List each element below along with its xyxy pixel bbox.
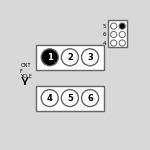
Text: 4: 4 bbox=[103, 40, 106, 46]
Circle shape bbox=[119, 32, 125, 38]
Circle shape bbox=[61, 90, 78, 106]
Circle shape bbox=[41, 90, 58, 106]
Text: 5: 5 bbox=[103, 24, 106, 29]
Bar bbox=[108, 20, 127, 47]
Text: ONT: ONT bbox=[21, 63, 32, 68]
Text: F: F bbox=[20, 69, 22, 74]
Text: 3: 3 bbox=[87, 53, 93, 62]
Circle shape bbox=[119, 23, 125, 29]
Circle shape bbox=[81, 49, 99, 66]
Circle shape bbox=[41, 49, 58, 66]
Circle shape bbox=[119, 40, 125, 46]
Circle shape bbox=[111, 40, 117, 46]
Circle shape bbox=[81, 90, 99, 106]
Bar bbox=[36, 45, 104, 70]
Circle shape bbox=[111, 23, 117, 29]
Text: 6: 6 bbox=[87, 94, 93, 103]
Text: 6: 6 bbox=[103, 32, 106, 37]
Text: 2: 2 bbox=[67, 53, 73, 62]
Bar bbox=[36, 86, 104, 111]
Text: 5: 5 bbox=[67, 94, 73, 103]
Circle shape bbox=[61, 49, 78, 66]
Text: 4: 4 bbox=[47, 94, 53, 103]
Text: 1: 1 bbox=[47, 53, 53, 62]
Text: YCLE: YCLE bbox=[20, 74, 32, 79]
Circle shape bbox=[111, 32, 117, 38]
